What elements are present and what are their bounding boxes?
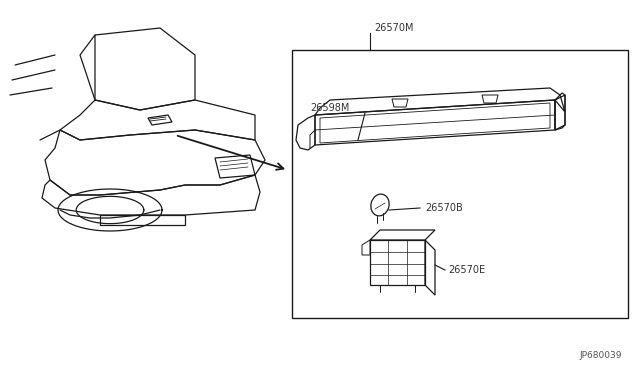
Text: 26570E: 26570E (448, 265, 485, 275)
Text: 26570B: 26570B (425, 203, 463, 213)
Text: JP680039: JP680039 (579, 351, 622, 360)
Text: 26570M: 26570M (374, 23, 413, 33)
Bar (292, 50, 628, 318)
Text: 26598M: 26598M (310, 103, 349, 113)
